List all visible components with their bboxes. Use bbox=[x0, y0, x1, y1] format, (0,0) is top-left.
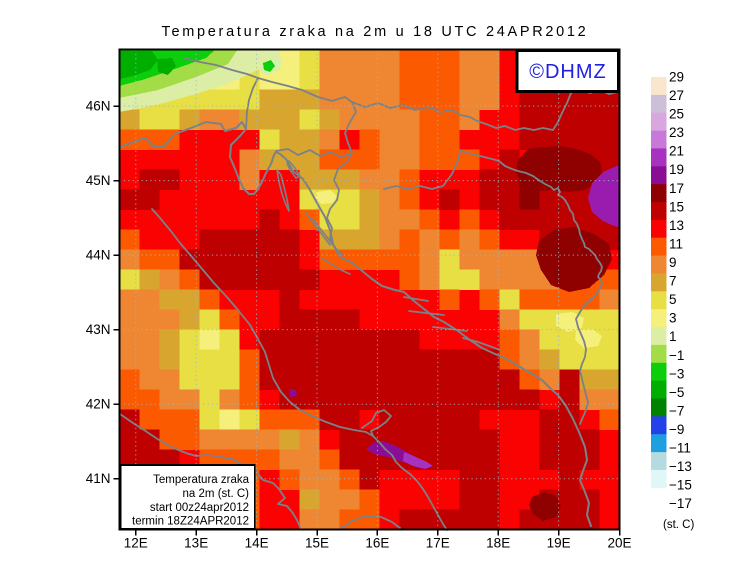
svg-text:43N: 43N bbox=[86, 322, 111, 337]
svg-text:14E: 14E bbox=[245, 536, 269, 551]
svg-text:19E: 19E bbox=[547, 536, 571, 551]
svg-text:©DHMZ: ©DHMZ bbox=[529, 61, 607, 83]
svg-text:23: 23 bbox=[669, 125, 684, 140]
svg-text:29: 29 bbox=[669, 70, 684, 85]
svg-text:17E: 17E bbox=[426, 536, 450, 551]
svg-text:−9: −9 bbox=[669, 422, 684, 437]
svg-text:19: 19 bbox=[669, 162, 684, 177]
svg-text:44N: 44N bbox=[86, 248, 111, 263]
svg-text:46N: 46N bbox=[86, 99, 111, 114]
svg-text:3: 3 bbox=[669, 311, 677, 326]
svg-text:−15: −15 bbox=[669, 478, 692, 493]
svg-text:15: 15 bbox=[669, 199, 684, 214]
svg-text:17: 17 bbox=[669, 181, 684, 196]
svg-text:start 00z24apr2012: start 00z24apr2012 bbox=[150, 502, 249, 514]
svg-text:15E: 15E bbox=[305, 536, 329, 551]
svg-text:11: 11 bbox=[669, 237, 683, 252]
svg-text:−11: −11 bbox=[669, 441, 691, 456]
svg-text:20E: 20E bbox=[607, 536, 631, 551]
svg-text:−17: −17 bbox=[669, 496, 692, 511]
svg-text:−3: −3 bbox=[669, 366, 684, 381]
svg-text:42N: 42N bbox=[86, 397, 111, 412]
svg-text:1: 1 bbox=[669, 329, 677, 344]
svg-text:41N: 41N bbox=[86, 471, 111, 486]
svg-text:25: 25 bbox=[669, 107, 684, 122]
svg-text:Temperatura zraka: Temperatura zraka bbox=[153, 474, 249, 486]
svg-text:7: 7 bbox=[669, 274, 677, 289]
svg-text:12E: 12E bbox=[124, 536, 148, 551]
svg-text:45N: 45N bbox=[86, 173, 111, 188]
svg-text:na 2m (st. C): na 2m (st. C) bbox=[183, 488, 250, 500]
svg-text:5: 5 bbox=[669, 292, 677, 307]
svg-text:−1: −1 bbox=[669, 348, 684, 363]
svg-text:−5: −5 bbox=[669, 385, 684, 400]
svg-text:−13: −13 bbox=[669, 459, 692, 474]
svg-text:−7: −7 bbox=[669, 403, 684, 418]
svg-text:Temperatura zraka na 2m u 18 U: Temperatura zraka na 2m u 18 UTC 24APR20… bbox=[162, 24, 589, 40]
svg-text:termin 18Z24APR2012: termin 18Z24APR2012 bbox=[132, 516, 249, 528]
svg-text:13: 13 bbox=[669, 218, 684, 233]
svg-text:16E: 16E bbox=[365, 536, 389, 551]
svg-text:13E: 13E bbox=[184, 536, 208, 551]
svg-text:9: 9 bbox=[669, 255, 677, 270]
svg-text:21: 21 bbox=[669, 144, 684, 159]
svg-text:18E: 18E bbox=[486, 536, 510, 551]
svg-text:27: 27 bbox=[669, 88, 684, 103]
svg-text:(st. C): (st. C) bbox=[663, 519, 694, 531]
